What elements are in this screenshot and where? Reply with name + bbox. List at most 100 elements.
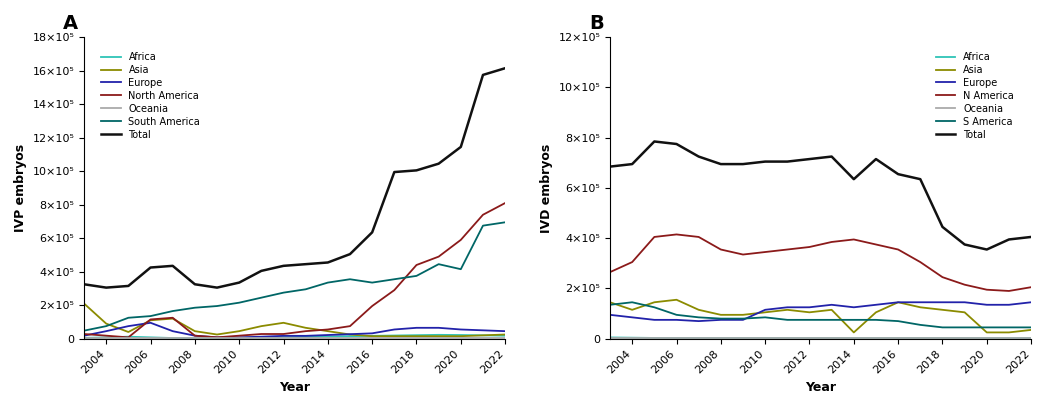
Europe [233, 335, 246, 340]
Total [847, 177, 860, 182]
South America [166, 308, 179, 313]
Total [759, 159, 771, 164]
North America [498, 201, 511, 206]
Asia [980, 330, 993, 335]
Oceania [737, 335, 749, 340]
North America [122, 335, 135, 340]
Europe [411, 325, 423, 330]
N America [648, 235, 660, 239]
Total [715, 162, 727, 166]
Oceania [715, 335, 727, 340]
Total [344, 252, 356, 257]
Asia [166, 316, 179, 321]
Africa [188, 336, 201, 341]
Oceania [670, 335, 682, 340]
S America [804, 317, 816, 322]
N America [847, 237, 860, 242]
Asia [869, 310, 882, 315]
Asia [670, 297, 682, 302]
Africa [914, 335, 927, 340]
Africa [411, 333, 423, 338]
Asia [781, 307, 793, 312]
Total [648, 139, 660, 144]
Africa [144, 335, 157, 340]
Oceania [277, 336, 289, 341]
Oceania [826, 335, 838, 340]
Oceania [604, 335, 617, 340]
Europe [958, 300, 971, 305]
North America [388, 288, 400, 293]
Africa [804, 335, 816, 340]
Asia [122, 330, 135, 335]
North America [144, 317, 157, 322]
Total [144, 265, 157, 270]
Europe [781, 305, 793, 310]
Africa [826, 335, 838, 340]
N America [693, 235, 705, 239]
N America [980, 287, 993, 292]
Total [188, 282, 201, 287]
Oceania [847, 335, 860, 340]
N America [604, 270, 617, 275]
Europe [1003, 302, 1016, 307]
Asia [477, 333, 489, 338]
Europe [77, 333, 90, 338]
Asia [144, 318, 157, 323]
N America [958, 282, 971, 287]
Total [980, 247, 993, 252]
Asia [693, 307, 705, 312]
Oceania [958, 335, 971, 340]
Total [166, 264, 179, 268]
Africa [781, 335, 793, 340]
Asia [233, 329, 246, 334]
Oceania [869, 335, 882, 340]
N America [936, 275, 949, 279]
Asia [388, 334, 400, 339]
Oceania [1025, 335, 1038, 340]
Europe [255, 334, 268, 339]
Oceania [759, 335, 771, 340]
Asia [826, 307, 838, 312]
South America [233, 300, 246, 305]
Asia [344, 332, 356, 337]
North America [411, 263, 423, 268]
X-axis label: Year: Year [805, 381, 836, 394]
S America [626, 300, 638, 305]
Line: Asia: Asia [610, 300, 1031, 333]
Africa [211, 336, 224, 341]
South America [498, 220, 511, 225]
Europe [826, 302, 838, 307]
S America [715, 316, 727, 321]
Europe [277, 333, 289, 338]
Oceania [980, 335, 993, 340]
Africa [477, 333, 489, 338]
Oceania [366, 336, 378, 341]
Y-axis label: IVD embryos: IVD embryos [540, 143, 553, 233]
Europe [980, 302, 993, 307]
Oceania [122, 336, 135, 341]
Asia [433, 334, 445, 339]
Africa [233, 335, 246, 340]
Africa [166, 336, 179, 341]
Line: Total: Total [84, 68, 505, 288]
Africa [936, 335, 949, 340]
Asia [77, 301, 90, 306]
North America [366, 304, 378, 308]
Oceania [211, 336, 224, 341]
South America [388, 277, 400, 282]
South America [477, 223, 489, 228]
Africa [122, 334, 135, 339]
Asia [847, 330, 860, 335]
Total [670, 142, 682, 146]
North America [277, 332, 289, 337]
Africa [980, 335, 993, 340]
North America [211, 335, 224, 340]
Europe [891, 300, 904, 305]
N America [715, 247, 727, 252]
Asia [211, 332, 224, 337]
Europe [1025, 300, 1038, 305]
S America [914, 322, 927, 327]
Total [737, 162, 749, 166]
Africa [737, 335, 749, 340]
Africa [869, 335, 882, 340]
